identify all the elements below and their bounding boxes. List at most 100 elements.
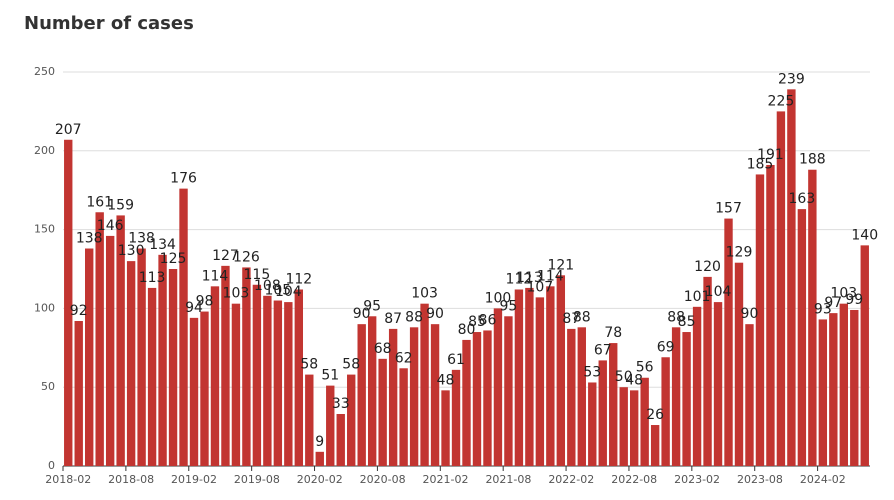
bar (221, 265, 230, 466)
data-label: 157 (715, 201, 742, 217)
bar (441, 390, 450, 466)
data-label: 159 (107, 197, 134, 213)
bar (430, 324, 440, 466)
data-label: 104 (705, 284, 732, 300)
data-label: 95 (500, 298, 518, 314)
bar (483, 330, 492, 466)
y-tick-label: 250 (34, 65, 55, 78)
data-label: 114 (537, 268, 564, 284)
data-label: 51 (321, 368, 339, 384)
bar (326, 385, 335, 466)
x-tick-label: 2019-02 (171, 473, 217, 486)
bar (357, 324, 366, 466)
data-label: 103 (223, 286, 250, 302)
data-label: 120 (694, 259, 721, 275)
data-label: 127 (212, 248, 239, 264)
bar (462, 339, 471, 466)
data-label: 26 (646, 407, 664, 423)
bar (158, 254, 167, 466)
bar (252, 284, 262, 466)
y-tick-label: 100 (34, 301, 55, 314)
bar (525, 287, 534, 466)
bar (556, 275, 566, 466)
bar (755, 174, 765, 466)
data-label: 115 (244, 267, 271, 283)
data-label: 129 (726, 245, 753, 261)
data-label: 100 (485, 290, 512, 306)
x-tick-label: 2022-02 (548, 473, 594, 486)
data-label: 78 (604, 325, 622, 341)
data-label: 140 (851, 227, 878, 243)
data-label: 85 (678, 314, 696, 330)
bar (367, 316, 377, 466)
bar (713, 302, 723, 466)
data-label: 56 (636, 360, 654, 376)
x-tick-label: 2020-02 (297, 473, 343, 486)
data-label: 87 (562, 311, 580, 327)
bar (650, 425, 660, 466)
bar (231, 303, 241, 466)
data-label: 121 (547, 257, 574, 273)
data-label: 67 (594, 342, 612, 358)
bar (388, 328, 398, 466)
bar (85, 248, 94, 466)
chart-title: Number of cases (24, 13, 194, 34)
bar (766, 164, 775, 466)
y-tick-label: 150 (34, 223, 55, 236)
data-label: 90 (353, 306, 371, 322)
bar (797, 209, 807, 466)
x-tick-label: 2024-02 (800, 473, 846, 486)
data-label: 85 (468, 314, 486, 330)
bar (734, 262, 744, 466)
bar (472, 332, 482, 466)
data-label: 161 (86, 194, 113, 210)
bar (263, 295, 272, 466)
x-tick-label: 2018-02 (45, 473, 91, 486)
bar (242, 267, 251, 466)
bar (818, 319, 828, 466)
data-label: 90 (741, 306, 759, 322)
x-tick-label: 2022-08 (611, 473, 657, 486)
x-tick-label: 2021-08 (485, 473, 531, 486)
bar (609, 343, 618, 466)
bar (168, 269, 178, 466)
data-label: 97 (824, 295, 842, 311)
bar (682, 332, 691, 466)
data-label: 130 (118, 243, 145, 259)
x-tick-label: 2019-08 (234, 473, 280, 486)
data-label: 114 (202, 268, 229, 284)
data-label: 50 (615, 369, 633, 385)
bar (189, 317, 199, 466)
data-label: 101 (684, 289, 711, 305)
data-label: 125 (160, 251, 187, 267)
bar (74, 321, 83, 466)
data-label: 112 (506, 271, 533, 287)
data-label: 138 (76, 231, 103, 247)
x-tick-label: 2023-02 (674, 473, 720, 486)
data-label: 99 (845, 292, 863, 308)
bar (409, 327, 419, 466)
data-label: 112 (285, 271, 312, 287)
data-label: 58 (300, 357, 318, 373)
data-label: 9 (315, 434, 324, 450)
bar (347, 374, 356, 466)
bar (619, 387, 628, 466)
bar (210, 286, 220, 466)
data-label: 95 (363, 298, 381, 314)
data-label: 225 (768, 93, 795, 109)
data-label: 80 (458, 322, 476, 338)
data-label: 68 (374, 341, 392, 357)
data-label: 239 (778, 71, 805, 87)
data-label: 90 (426, 306, 444, 322)
bar (598, 360, 607, 466)
bar (95, 212, 104, 466)
bar (567, 328, 576, 466)
data-label: 48 (625, 372, 643, 388)
data-label: 113 (516, 270, 543, 286)
bar (692, 306, 702, 466)
bar (745, 324, 754, 466)
bar (514, 289, 524, 466)
bar (179, 188, 188, 466)
y-tick-label: 0 (48, 459, 55, 472)
bar (724, 218, 733, 466)
